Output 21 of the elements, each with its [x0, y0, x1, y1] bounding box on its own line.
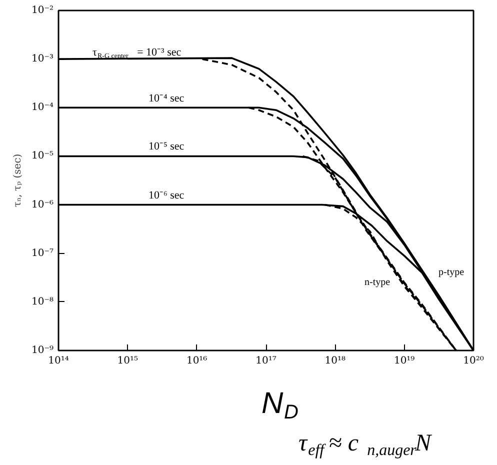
y-axis-title: τₙ, τₚ (sec)	[12, 154, 24, 208]
annotation: p-type	[438, 267, 465, 278]
y-tick-label: 10⁻³	[31, 54, 54, 65]
y-tick-label: 10⁻⁸	[31, 296, 54, 308]
x-tick-label: 10¹⁹	[394, 356, 415, 366]
y-tick-label: 10⁻⁷	[31, 248, 54, 259]
annotation: n-type	[364, 277, 391, 288]
y-tick-label: 10⁻⁴	[31, 102, 54, 114]
annotation: 10⁻⁵ sec	[148, 140, 184, 152]
annotation: 10⁻⁴ sec	[148, 92, 184, 104]
y-tick-label: 10⁻⁹	[31, 345, 54, 356]
x-tick-label: 10¹⁴	[48, 356, 69, 366]
y-tick-label: 10⁻⁶	[31, 199, 54, 210]
x-tick-label: 10¹⁵	[117, 356, 138, 366]
y-tick-label: 10⁻²	[31, 5, 54, 16]
x-tick-label: 10²⁰	[463, 356, 484, 366]
x-tick-label: 10¹⁸	[324, 356, 346, 366]
x-tick-label: 10¹⁷	[256, 356, 276, 366]
annotation: 10⁻⁶ sec	[148, 190, 184, 202]
y-tick-label: 10⁻⁵	[31, 150, 54, 162]
x-tick-label: 10¹⁶	[186, 356, 208, 366]
